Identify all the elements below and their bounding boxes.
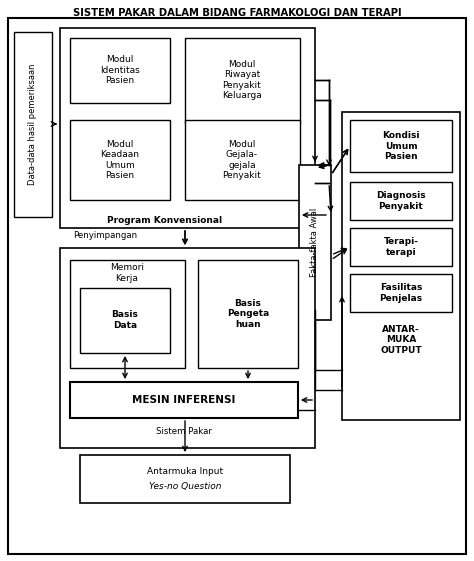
Bar <box>70 120 170 200</box>
Bar <box>185 120 300 200</box>
Bar <box>350 182 452 220</box>
Text: Terapi-
terapi: Terapi- terapi <box>383 237 419 257</box>
Text: Kondisi
Umum
Pasien: Kondisi Umum Pasien <box>382 131 420 161</box>
Text: Modul
Gejala-
gejala
Penyakit: Modul Gejala- gejala Penyakit <box>223 140 261 180</box>
Text: SISTEM PAKAR DALAM BIDANG FARMAKOLOGI DAN TERAPI: SISTEM PAKAR DALAM BIDANG FARMAKOLOGI DA… <box>73 8 401 18</box>
Bar <box>350 120 452 172</box>
Text: ANTAR-
MUKA
OUTPUT: ANTAR- MUKA OUTPUT <box>380 325 422 355</box>
Bar <box>70 382 298 418</box>
Text: Modul
Riwayat
Penyakit
Keluarga: Modul Riwayat Penyakit Keluarga <box>222 60 262 100</box>
Bar <box>70 38 170 103</box>
Bar <box>299 165 331 320</box>
Text: Yes-no Question: Yes-no Question <box>149 482 221 491</box>
Text: Basis
Pengeta
huan: Basis Pengeta huan <box>227 299 269 329</box>
Bar <box>80 455 290 503</box>
Bar <box>350 228 452 266</box>
Text: Fasilitas
Penjelas: Fasilitas Penjelas <box>380 283 422 303</box>
Text: Data-data hasil pemeriksaan: Data-data hasil pemeriksaan <box>28 64 37 185</box>
Text: Antarmuka Input: Antarmuka Input <box>147 467 223 476</box>
Text: Memori
Kerja: Memori Kerja <box>110 263 144 283</box>
Bar <box>185 38 300 123</box>
Text: Diagnosis
Penyakit: Diagnosis Penyakit <box>376 191 426 211</box>
Bar <box>14 32 52 217</box>
Bar <box>70 260 185 368</box>
Text: Sistem Pakar: Sistem Pakar <box>156 427 212 436</box>
Text: Modul
Identitas
Pasien: Modul Identitas Pasien <box>100 55 140 85</box>
Text: Penyimpangan: Penyimpangan <box>73 231 137 240</box>
Text: Fakta-fakta Awal: Fakta-fakta Awal <box>310 208 319 277</box>
Bar <box>60 28 315 228</box>
Bar <box>198 260 298 368</box>
Bar <box>60 248 315 448</box>
Text: Program Konvensional: Program Konvensional <box>108 215 223 224</box>
Bar <box>80 288 170 353</box>
Text: Basis
Data: Basis Data <box>111 310 138 330</box>
Text: MESIN INFERENSI: MESIN INFERENSI <box>132 395 236 405</box>
Text: Modul
Keadaan
Umum
Pasien: Modul Keadaan Umum Pasien <box>100 140 139 180</box>
Bar <box>350 274 452 312</box>
Bar <box>342 112 460 420</box>
